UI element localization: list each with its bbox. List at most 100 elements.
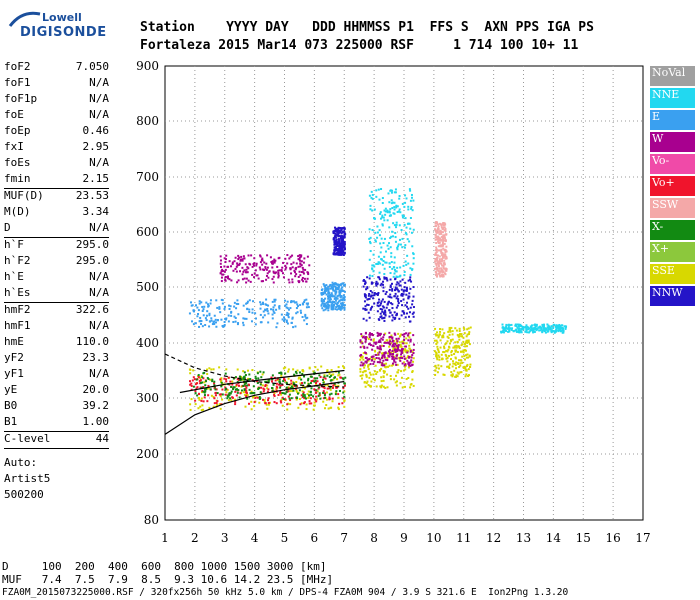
echo-point bbox=[192, 369, 195, 372]
echo-point bbox=[270, 380, 273, 383]
param-label: foEs bbox=[4, 156, 31, 169]
echo-point bbox=[394, 357, 397, 360]
echo-point bbox=[299, 382, 302, 385]
echo-point bbox=[436, 345, 439, 348]
echo-point bbox=[208, 312, 211, 315]
echo-point bbox=[458, 334, 461, 337]
echo-point bbox=[369, 357, 372, 360]
echo-point bbox=[363, 345, 366, 348]
echo-point bbox=[290, 397, 293, 400]
echo-point bbox=[234, 256, 237, 259]
echo-point bbox=[240, 255, 243, 258]
echo-point bbox=[412, 384, 415, 387]
echo-point bbox=[371, 229, 374, 232]
echo-point bbox=[535, 329, 538, 332]
echo-point bbox=[438, 233, 441, 236]
echo-point bbox=[328, 294, 331, 297]
echo-point bbox=[448, 333, 451, 336]
echo-point bbox=[231, 261, 234, 264]
echo-point bbox=[557, 329, 560, 332]
param-label: yF2 bbox=[4, 351, 24, 364]
echo-point bbox=[396, 363, 399, 366]
echo-point bbox=[213, 380, 216, 383]
echo-point bbox=[362, 345, 365, 348]
echo-point bbox=[340, 240, 343, 243]
echo-point bbox=[389, 343, 392, 346]
echo-point bbox=[326, 306, 329, 309]
echo-point bbox=[374, 364, 377, 367]
echo-point bbox=[564, 326, 567, 329]
echo-point bbox=[446, 365, 449, 368]
echo-point bbox=[338, 229, 341, 232]
echo-point bbox=[302, 370, 305, 373]
y-tick-label: 700 bbox=[136, 170, 159, 184]
echo-point bbox=[405, 378, 408, 381]
echo-point bbox=[307, 302, 310, 305]
echo-point bbox=[434, 222, 437, 225]
echo-point bbox=[257, 377, 260, 380]
echo-point bbox=[320, 300, 323, 303]
param-value: 2.15 bbox=[82, 172, 110, 185]
param-fof2: foF2 7.050 bbox=[4, 60, 109, 76]
echo-point bbox=[330, 392, 333, 395]
echo-point bbox=[436, 341, 439, 344]
echo-point bbox=[552, 329, 555, 332]
param-label: foF2 bbox=[4, 60, 31, 73]
echo-point bbox=[237, 382, 240, 385]
echo-point bbox=[277, 269, 280, 272]
echo-point bbox=[284, 398, 287, 401]
echo-point bbox=[245, 277, 248, 280]
echo-point bbox=[261, 384, 264, 387]
echo-point bbox=[396, 371, 399, 374]
echo-point bbox=[332, 307, 335, 310]
echo-point bbox=[373, 208, 376, 211]
echo-point bbox=[436, 227, 439, 230]
echo-point bbox=[272, 271, 275, 274]
echo-point bbox=[199, 405, 202, 408]
echo-point bbox=[444, 251, 447, 254]
echo-point bbox=[300, 378, 303, 381]
echo-point bbox=[402, 311, 405, 314]
echo-point bbox=[239, 376, 242, 379]
echo-point bbox=[281, 392, 284, 395]
echo-point bbox=[305, 280, 308, 283]
echo-point bbox=[200, 391, 203, 394]
echo-point bbox=[303, 277, 306, 280]
echo-point bbox=[216, 400, 219, 403]
echo-point bbox=[237, 379, 240, 382]
echo-point bbox=[382, 242, 385, 245]
echo-point bbox=[255, 396, 258, 399]
echo-point bbox=[388, 338, 391, 341]
echo-point bbox=[244, 405, 247, 408]
x-tick-label: 5 bbox=[281, 531, 289, 545]
echo-point bbox=[437, 241, 440, 244]
param-label: h`F bbox=[4, 238, 24, 251]
echo-point bbox=[231, 380, 234, 383]
logo-line2: DIGISONDE bbox=[20, 25, 107, 40]
echo-point bbox=[329, 287, 332, 290]
param-value: 23.53 bbox=[75, 189, 109, 202]
echo-point bbox=[388, 340, 391, 343]
echo-point bbox=[442, 350, 445, 353]
echo-point bbox=[445, 269, 448, 272]
param-value: 2.95 bbox=[82, 140, 110, 153]
echo-point bbox=[443, 237, 446, 240]
echo-point bbox=[230, 390, 233, 393]
echo-point bbox=[384, 314, 387, 317]
echo-point bbox=[256, 382, 259, 385]
auto-l3: 500200 bbox=[4, 488, 44, 501]
echo-point bbox=[508, 330, 511, 333]
echo-point bbox=[288, 257, 291, 260]
echo-point bbox=[242, 321, 245, 324]
echo-point bbox=[292, 326, 295, 329]
echo-point bbox=[379, 302, 382, 305]
echo-point bbox=[241, 259, 244, 262]
echo-point bbox=[441, 231, 444, 234]
echo-point bbox=[386, 303, 389, 306]
echo-point bbox=[401, 237, 404, 240]
echo-point bbox=[400, 350, 403, 353]
echo-point bbox=[219, 393, 222, 396]
echo-point bbox=[301, 276, 304, 279]
echo-point bbox=[396, 246, 399, 249]
echo-point bbox=[274, 379, 277, 382]
